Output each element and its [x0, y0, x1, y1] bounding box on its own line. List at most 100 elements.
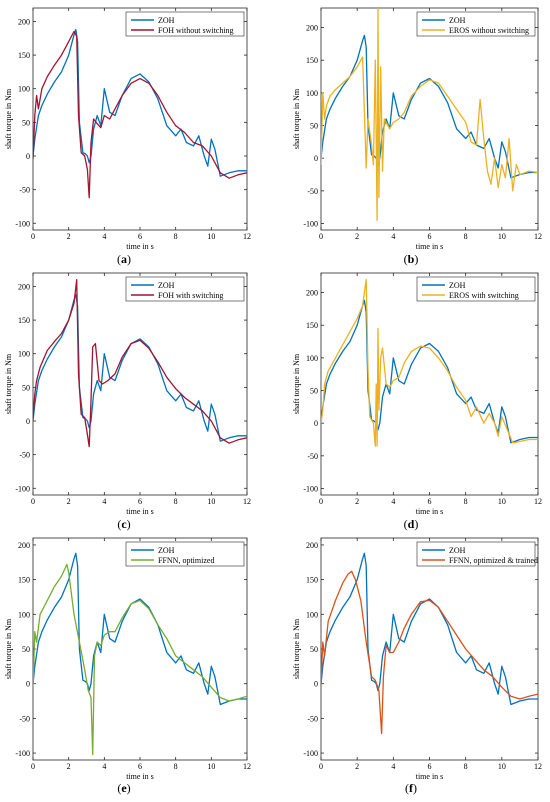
legend-entry: ZOH	[158, 281, 175, 290]
y-tick-label: 150	[18, 316, 30, 325]
x-tick-label: 4	[102, 762, 106, 771]
x-axis-label: time in s	[126, 772, 154, 781]
x-tick-label: 6	[428, 762, 432, 771]
y-tick-label: -50	[19, 186, 30, 195]
y-tick-label: -100	[303, 749, 318, 758]
y-tick-label: -100	[303, 484, 318, 493]
legend-entry: ZOH	[449, 281, 466, 290]
chart-panel-c: 0 2 4 6 8 10 12 -100 -50 0 50 100 150 200 time in s sha…	[4, 272, 251, 516]
x-tick-label: 12	[243, 497, 251, 506]
legend-entry: FOH without switching	[158, 26, 234, 35]
y-tick-label: 50	[22, 118, 30, 127]
legend-entry: EROS with switching	[449, 291, 519, 300]
y-tick-label: -50	[19, 714, 30, 723]
y-tick-label: -50	[307, 714, 318, 723]
panel-label-d: (d)	[403, 517, 419, 531]
legend-entry: FFNN, optimized	[158, 556, 214, 565]
y-tick-label: 200	[18, 282, 30, 291]
x-tick-label: 2	[67, 497, 71, 506]
x-tick-label: 2	[355, 497, 359, 506]
x-tick-label: 2	[355, 762, 359, 771]
x-tick-label: 12	[243, 232, 251, 241]
legend-entry: ZOH	[449, 546, 466, 555]
x-tick-label: 0	[319, 762, 323, 771]
legend-box	[125, 11, 245, 37]
x-tick-label: 12	[534, 762, 542, 771]
y-tick-label: 0	[314, 680, 318, 689]
chart-panel-e: 0 2 4 6 8 10 12 -100 -50 0 50 100 150 200 time in s sha…	[4, 537, 251, 781]
y-tick-label: -50	[307, 187, 318, 196]
y-tick-label: 100	[306, 354, 318, 363]
x-tick-label: 4	[391, 232, 395, 241]
y-tick-label: 0	[314, 154, 318, 163]
x-tick-label: 6	[428, 497, 432, 506]
panel-label-e: (e)	[117, 781, 131, 795]
x-tick-label: 0	[31, 762, 35, 771]
x-axis-label: time in s	[416, 242, 444, 251]
x-axis-label: time in s	[416, 507, 444, 516]
plot-area	[320, 537, 539, 761]
legend-entry: ZOH	[449, 16, 466, 25]
y-tick-label: 0	[26, 152, 30, 161]
x-tick-label: 0	[31, 232, 35, 241]
y-axis-label: shaft torque in Nm	[4, 353, 13, 414]
x-tick-label: 10	[498, 232, 506, 241]
y-tick-label: 100	[18, 85, 30, 94]
x-tick-label: 8	[464, 762, 468, 771]
series-line-zoh	[33, 28, 247, 177]
y-tick-label: 200	[18, 17, 30, 26]
x-tick-label: 6	[138, 762, 142, 771]
y-tick-label: 200	[18, 541, 30, 550]
x-tick-label: 2	[355, 232, 359, 241]
x-tick-label: 12	[534, 232, 542, 241]
x-tick-label: 8	[464, 232, 468, 241]
y-tick-label: -100	[303, 219, 318, 228]
y-tick-label: 50	[310, 387, 318, 396]
y-tick-label: 0	[26, 417, 30, 426]
y-tick-label: -50	[307, 452, 318, 461]
x-axis-label: time in s	[126, 507, 154, 516]
y-tick-label: -100	[15, 219, 30, 228]
y-axis-label: shaft torque in Nm	[292, 353, 301, 414]
x-tick-label: 10	[498, 497, 506, 506]
panel-label-b: (b)	[403, 252, 419, 266]
y-axis-label: shaft torque in Nm	[292, 618, 301, 679]
legend-box	[416, 541, 536, 567]
x-tick-label: 10	[498, 762, 506, 771]
y-tick-label: 150	[306, 56, 318, 65]
y-axis-label: shaft torque in Nm	[4, 618, 13, 679]
y-tick-label: -50	[19, 451, 30, 460]
y-tick-label: 0	[314, 419, 318, 428]
x-tick-label: 8	[464, 497, 468, 506]
y-tick-label: 200	[306, 24, 318, 33]
chart-panel-b: 0 2 4 6 8 10 12 -100 -50 0 50 100 150 200 time in s sha…	[292, 7, 542, 251]
y-tick-label: 100	[306, 610, 318, 619]
legend-entry: ZOH	[158, 16, 175, 25]
plot-area	[32, 272, 248, 496]
y-tick-label: 50	[310, 122, 318, 131]
y-tick-label: 200	[306, 541, 318, 550]
y-tick-label: 200	[306, 289, 318, 298]
y-tick-label: -100	[15, 484, 30, 493]
x-tick-label: 6	[138, 232, 142, 241]
plot-area	[32, 537, 248, 761]
chart-panel-f: 0 2 4 6 8 10 12 -100 -50 0 50 100 150 200 time in s sha…	[292, 537, 542, 781]
series-line-comparison	[321, 278, 538, 447]
legend-box	[125, 541, 245, 567]
y-tick-label: 150	[306, 321, 318, 330]
x-axis-label: time in s	[126, 242, 154, 251]
y-tick-label: 150	[18, 51, 30, 60]
y-tick-label: 100	[18, 610, 30, 619]
x-tick-label: 10	[207, 232, 215, 241]
y-tick-label: 100	[18, 350, 30, 359]
x-tick-label: 8	[174, 232, 178, 241]
y-tick-label: 100	[306, 89, 318, 98]
series-line-zoh	[33, 552, 247, 706]
plot-area	[32, 7, 248, 231]
legend-entry: EROS without switching	[449, 26, 529, 35]
x-tick-label: 4	[102, 232, 106, 241]
y-tick-label: 50	[22, 383, 30, 392]
y-tick-label: 150	[306, 576, 318, 585]
x-tick-label: 0	[31, 497, 35, 506]
x-tick-label: 4	[391, 762, 395, 771]
